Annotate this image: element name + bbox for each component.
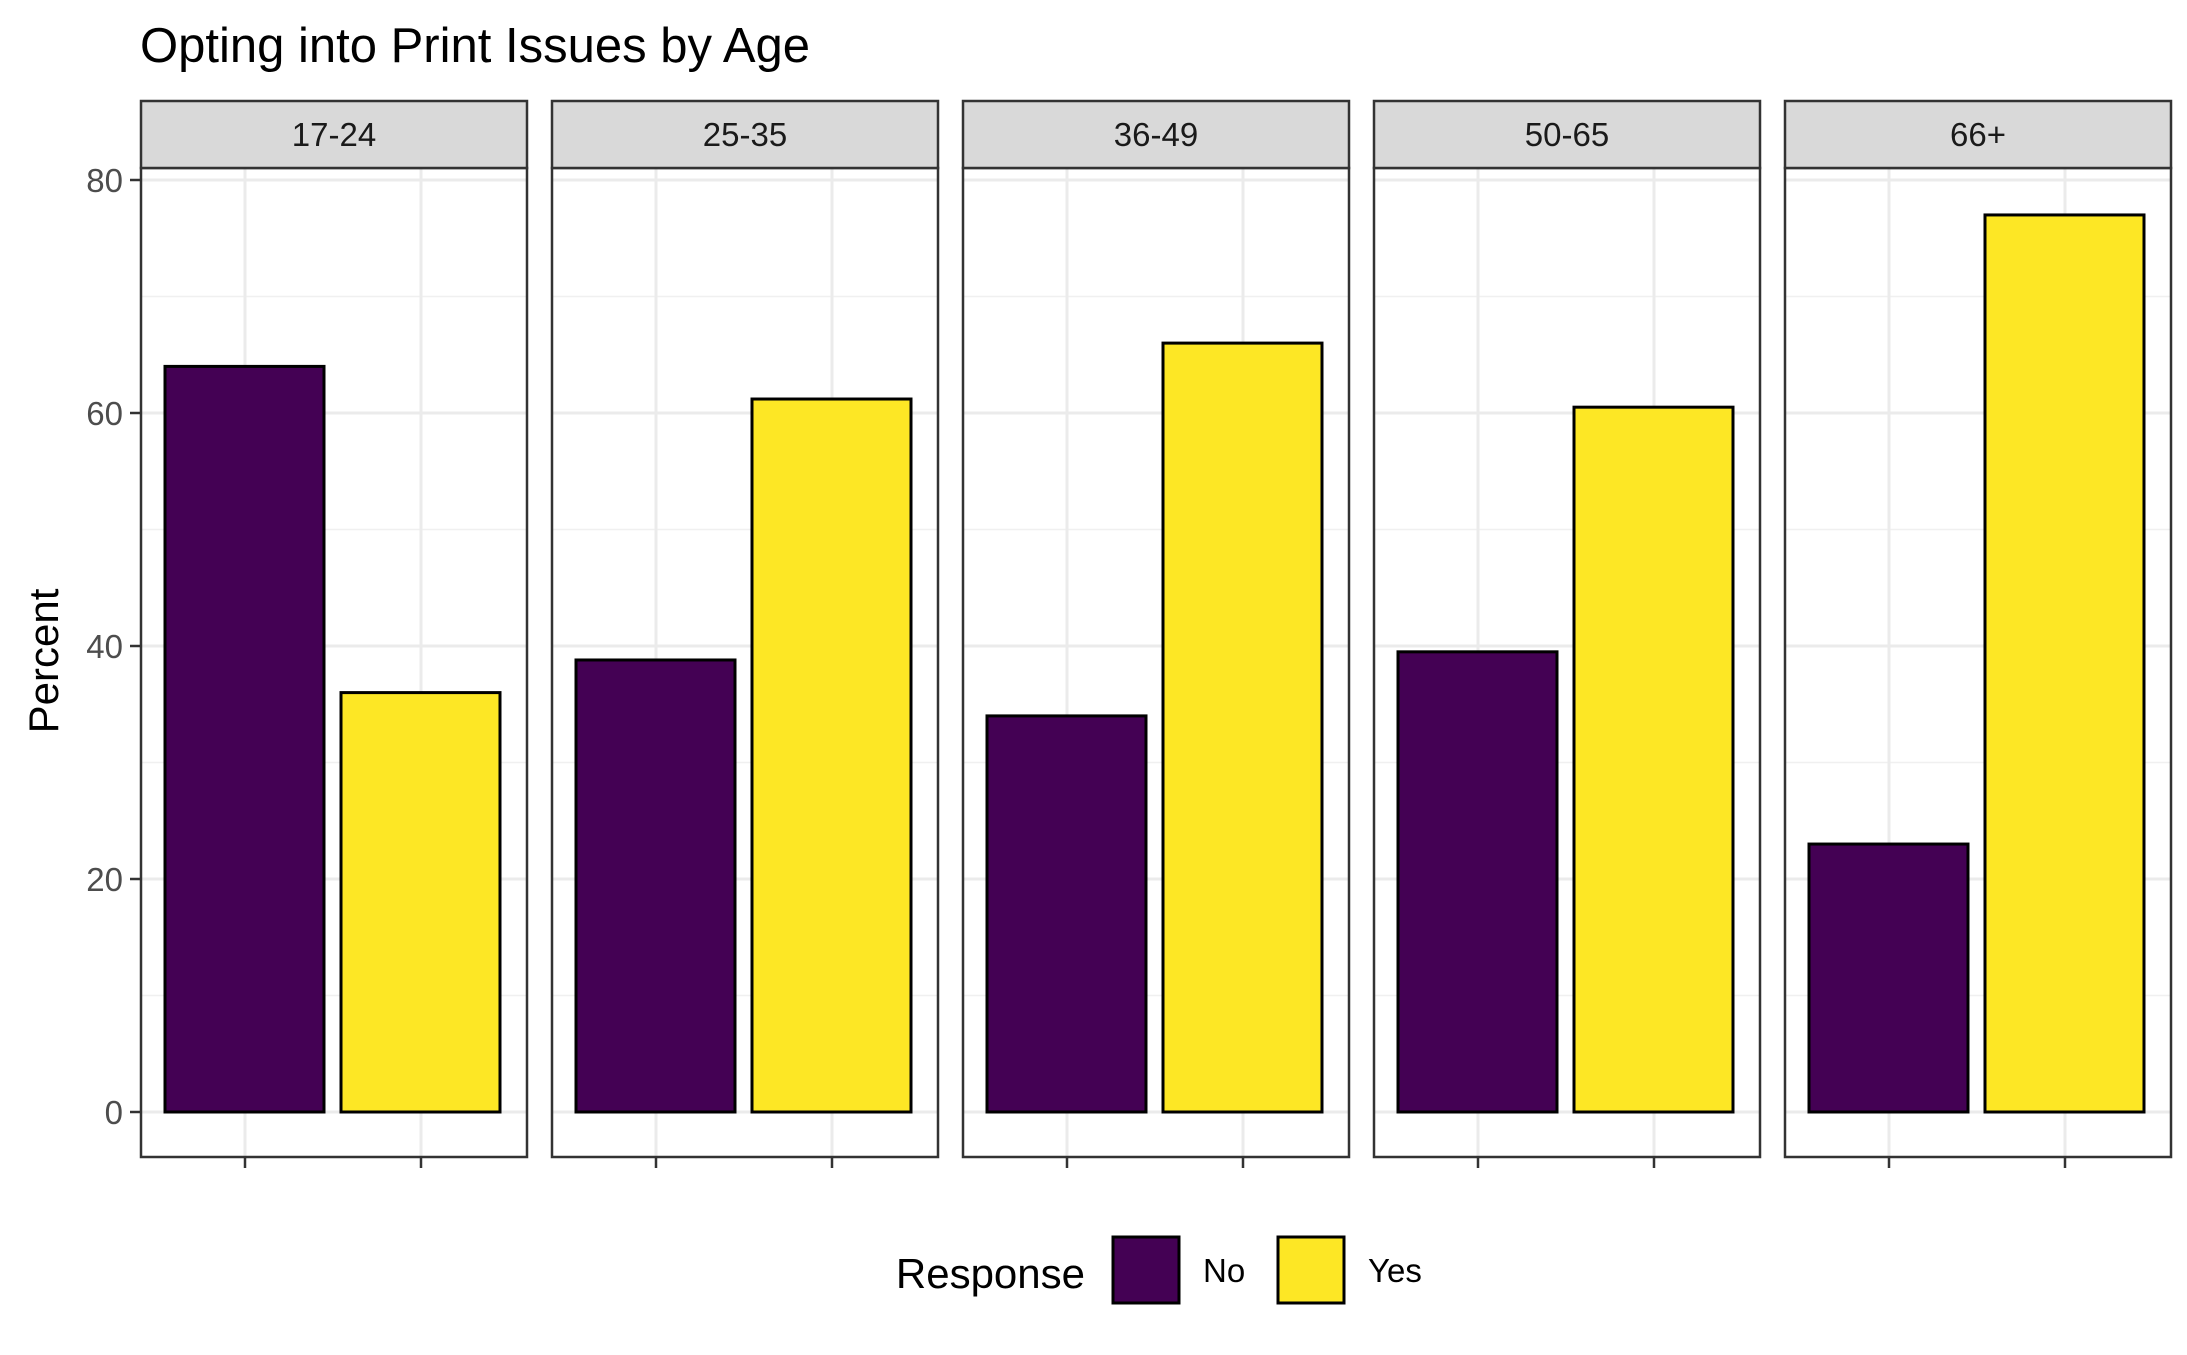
facet-strip [1372,99,1762,170]
bar-25-35-no [574,658,737,1114]
bar-36-49-yes [1161,341,1324,1114]
facet-strip-label: 36-49 [1114,116,1198,153]
facet-strip [961,99,1351,170]
legend-key-no [1111,1235,1181,1305]
bar-36-49-no [985,714,1148,1114]
facet-panel-25-35: 25-35 [550,99,940,1168]
facet-strip [139,99,529,170]
facet-strip-label: 25-35 [703,116,787,153]
y-tick-label: 0 [105,1094,123,1131]
facet-panels: 17-24 25-35 36-49 50-65 66+ 0 20 40 60 80 [86,99,2173,1168]
bar-50-65-yes [1572,405,1735,1114]
facet-panel-66+: 66+ [1783,99,2173,1168]
bar-50-65-no [1396,650,1559,1114]
bar-66+-no [1807,842,1970,1114]
chart-title: Opting into Print Issues by Age [140,19,810,73]
facet-strip [1783,99,2173,170]
facet-strip-label: 66+ [1950,116,2006,153]
legend-label-yes: Yes [1368,1252,1422,1289]
bar-17-24-no [163,364,326,1114]
bar-66+-yes [1983,213,2146,1114]
legend: Response No Yes [896,1235,1422,1305]
y-tick-label: 20 [86,861,123,898]
facet-panel-50-65: 50-65 [1372,99,1762,1168]
bar-17-24-yes [339,691,502,1114]
y-tick-label: 40 [86,628,123,665]
y-tick-label: 80 [86,162,123,199]
y-axis-label: Percent [20,588,67,733]
facet-strip [550,99,940,170]
facet-strip-label: 17-24 [292,116,376,153]
facet-panel-36-49: 36-49 [961,99,1351,1168]
facet-strip-label: 50-65 [1525,116,1609,153]
legend-label-no: No [1203,1252,1245,1289]
bar-25-35-yes [750,397,913,1114]
legend-title: Response [896,1250,1085,1297]
facet-panel-17-24: 17-24 [139,99,529,1168]
legend-key-yes [1276,1235,1346,1305]
y-tick-label: 60 [86,395,123,432]
